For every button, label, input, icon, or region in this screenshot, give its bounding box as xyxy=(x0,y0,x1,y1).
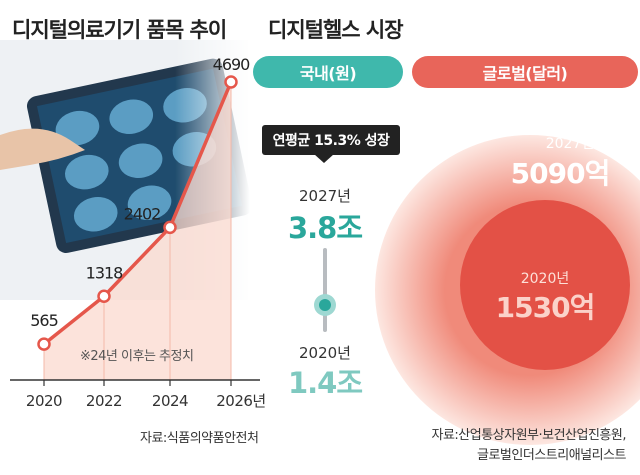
line-chart: 565 1318 2402 4690 2020 2022 2024 2026년 xyxy=(10,55,266,410)
left-title: 디지털의료기기 품목 추이 xyxy=(12,18,227,42)
global-2020-bubble xyxy=(460,200,630,370)
right-source-line1: 자료:산업통상자원부·보건산업진흥원, xyxy=(431,428,626,443)
callout-pointer xyxy=(314,154,334,163)
data-label: 1318 xyxy=(86,263,124,282)
global-pill: 글로벌(달러) xyxy=(412,56,638,88)
data-label: 4690 xyxy=(213,55,251,74)
left-source: 자료:식품의약품안전처 xyxy=(140,431,259,446)
data-point xyxy=(97,289,111,304)
global-2020-label: 2020년 xyxy=(520,271,570,287)
data-point xyxy=(163,220,177,235)
x-tick-label: 2026년 xyxy=(216,392,265,410)
domestic-pill: 국내(원) xyxy=(253,56,403,88)
x-tick-label: 2024 xyxy=(152,392,188,410)
x-tick-label: 2022 xyxy=(86,392,122,410)
global-2027-value: 5090억 xyxy=(510,157,611,190)
domestic-2020-value: 1.4조 xyxy=(287,366,363,400)
data-label: 2402 xyxy=(124,204,161,223)
data-point xyxy=(37,337,51,351)
growth-callout: 연평균 15.3% 성장 xyxy=(262,125,400,155)
domestic-2020-dot xyxy=(319,299,331,311)
data-label: 565 xyxy=(30,311,58,330)
global-2027-label: 2027년 xyxy=(545,136,595,152)
line-area xyxy=(44,82,231,380)
global-2020-value: 1530억 xyxy=(495,291,596,324)
data-point xyxy=(224,75,238,89)
series-line xyxy=(42,81,233,346)
domestic-2020-label: 2020년 xyxy=(299,344,351,362)
right-source-line2: 글로벌인더스트리애널리스트 xyxy=(477,448,626,463)
domestic-2027-label: 2027년 xyxy=(299,187,351,205)
projection-note: ※24년 이후는 추정치 xyxy=(80,349,194,364)
right-title: 디지털헬스 시장 xyxy=(268,18,404,42)
x-tick-label: 2020 xyxy=(26,392,62,410)
domestic-2027-value: 3.8조 xyxy=(287,211,363,245)
